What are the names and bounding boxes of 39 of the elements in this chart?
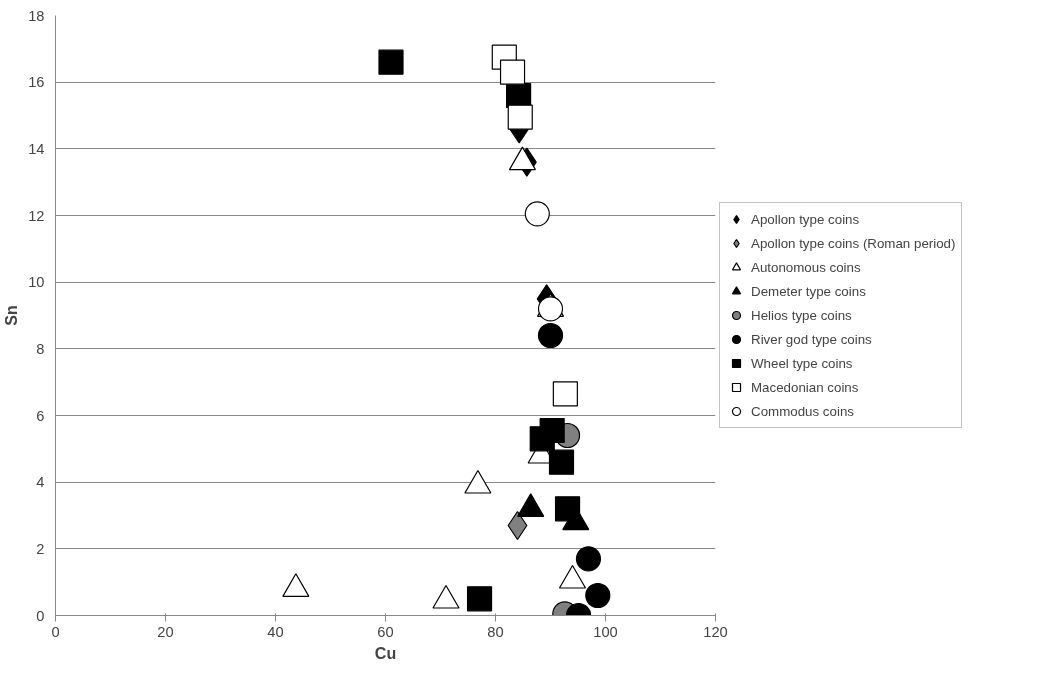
legend-label: Demeter type coins [751, 283, 866, 299]
point [499, 59, 526, 85]
point [554, 496, 581, 522]
y-tick-label: 18 [28, 7, 45, 24]
point [575, 546, 602, 572]
y-tick-label: 2 [36, 540, 45, 557]
legend-label: Autonomous coins [751, 259, 861, 275]
y-tick-label: 12 [28, 207, 45, 224]
point [378, 49, 404, 75]
x-tick-label: 20 [157, 623, 174, 640]
y-tick-label: 16 [28, 74, 45, 91]
point [585, 582, 611, 609]
legend-label: River god type coins [751, 331, 872, 347]
legend-label: Commodus coins [751, 403, 854, 419]
y-tick-label: 6 [36, 407, 45, 424]
point [537, 322, 564, 349]
legend-label: Apollon type coins (Roman period) [751, 235, 956, 251]
x-tick-label: 100 [593, 623, 618, 640]
x-axis-title: Cu [374, 644, 397, 662]
point [548, 449, 575, 475]
y-tick-label: 4 [36, 474, 45, 491]
point [539, 417, 565, 444]
x-tick-label: 80 [487, 623, 504, 640]
legend-label: Apollon type coins [751, 211, 860, 227]
y-axis-title: Sn [3, 305, 21, 326]
legend-label: Wheel type coins [751, 355, 853, 371]
y-tick-label: 8 [36, 340, 45, 357]
x-tick-label: 40 [267, 623, 284, 640]
y-tick-label: 10 [28, 274, 45, 291]
x-tick-label: 120 [703, 623, 728, 640]
point [507, 104, 533, 130]
y-tick-label: 14 [28, 140, 45, 157]
y-tick-label: 0 [36, 607, 45, 624]
legend-label: Macedonian coins [751, 379, 859, 395]
legend-label: Helios type coins [751, 307, 852, 323]
point [537, 296, 564, 322]
x-tick-label: 0 [51, 623, 60, 640]
x-tick-label: 60 [377, 623, 394, 640]
point [466, 586, 493, 612]
